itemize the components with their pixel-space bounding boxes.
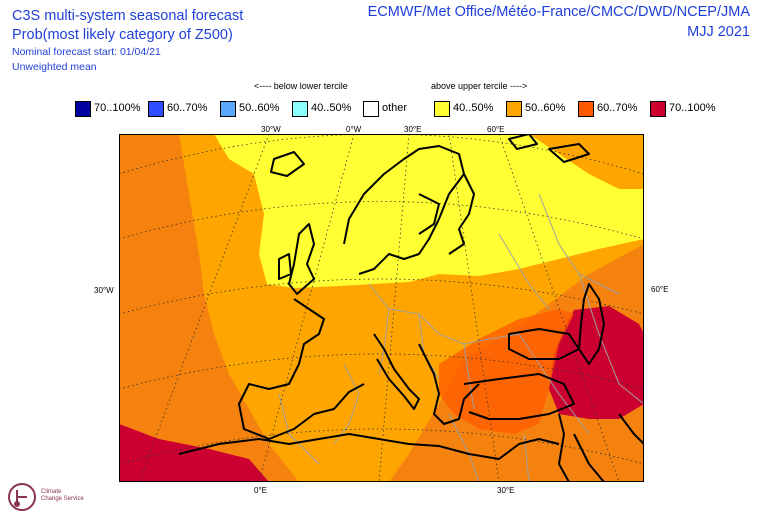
- lon-label-30e-top: 30°E: [404, 125, 422, 134]
- weighting-text: Unweighted mean: [12, 61, 97, 73]
- lon-label-0e-bottom: 0°E: [254, 486, 267, 495]
- legend-swatch: [506, 101, 522, 117]
- legend-label: 60..70%: [167, 102, 208, 114]
- legend-label: 60..70%: [597, 102, 638, 114]
- legend-label: 50..60%: [239, 102, 280, 114]
- lon-label-30w-left: 30°W: [94, 286, 114, 295]
- lon-label-30e-bottom: 30°E: [497, 486, 515, 495]
- legend-label: 50..60%: [525, 102, 566, 114]
- legend-swatch: [148, 101, 164, 117]
- region-red-70-100-southwest: [119, 424, 269, 482]
- providers-title: ECMWF/Met Office/Météo-France/CMCC/DWD/N…: [367, 4, 750, 20]
- legend-label: 70..100%: [94, 102, 141, 114]
- title-line-2: Prob(most likely category of Z500): [12, 27, 233, 43]
- lon-label-30w-top: 30°W: [261, 125, 281, 134]
- region-red-70-100-east: [549, 306, 644, 419]
- legend-label: 40..50%: [453, 102, 494, 114]
- forecast-start-text: Nominal forecast start: 01/04/21: [12, 46, 161, 58]
- legend-swatch: [363, 101, 379, 117]
- logo-text-line1: Climate: [41, 489, 62, 495]
- forecast-map: [119, 134, 644, 482]
- region-yellow-40-50: [214, 134, 644, 288]
- legend-label: 40..50%: [311, 102, 352, 114]
- coastlines: [178, 134, 644, 482]
- copernicus-logo: Climate Change Service: [3, 478, 113, 518]
- climate-logo-icon: [8, 483, 36, 511]
- legend-swatch: [434, 101, 450, 117]
- above-tercile-header: above upper tercile ---->: [431, 81, 528, 91]
- legend-swatch: [292, 101, 308, 117]
- lon-label-0w-top: 0°W: [346, 125, 362, 134]
- legend-swatch: [578, 101, 594, 117]
- title-line-1: C3S multi-system seasonal forecast: [12, 8, 244, 24]
- legend-swatch: [650, 101, 666, 117]
- logo-text-line2: Change Service: [41, 496, 84, 502]
- below-tercile-header: <---- below lower tercile: [254, 81, 348, 91]
- legend-label: other: [382, 102, 408, 114]
- lon-label-60e-top: 60°E: [487, 125, 505, 134]
- lon-label-60e-right: 60°E: [651, 285, 669, 294]
- legend-swatch: [220, 101, 236, 117]
- legend-label: 70..100%: [669, 102, 716, 114]
- map-frame: [119, 134, 644, 482]
- legend-swatch: [75, 101, 91, 117]
- season-title: MJJ 2021: [687, 24, 750, 40]
